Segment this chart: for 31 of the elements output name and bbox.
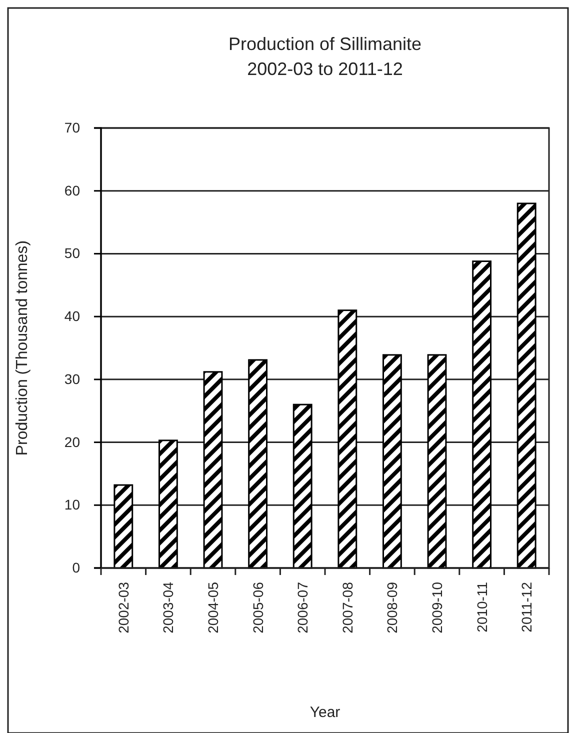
x-tick-label: 2011-12: [518, 582, 535, 632]
bar: [203, 371, 223, 569]
y-tick-label: 0: [72, 559, 80, 576]
x-tick-label: 2010-11: [474, 582, 490, 632]
bar: [114, 484, 134, 569]
bar: [292, 404, 312, 569]
bar: [248, 359, 268, 569]
y-tick-label: 70: [64, 119, 80, 136]
x-tick-label: 2009-10: [429, 582, 445, 634]
x-tick-label: 2003-04: [160, 582, 176, 634]
y-tick-label: 20: [64, 434, 80, 450]
bar: [427, 354, 447, 569]
bar: [158, 440, 178, 569]
x-tick-label: 2008-09: [384, 582, 400, 634]
y-tick-label: 30: [64, 370, 80, 387]
x-tick-label: 2002-03: [115, 582, 132, 634]
x-tick-label: 2005-06: [250, 582, 266, 634]
x-axis-title: Year: [310, 704, 340, 721]
chart-title: Production of Sillimanite 2002-03 to 2011-12: [228, 34, 422, 79]
x-tick-label: 2007-08: [339, 582, 356, 634]
y-axis-title: Production (Thousand tonnes): [14, 240, 31, 456]
bar: [472, 260, 492, 569]
y-tick-label: 10: [64, 496, 80, 513]
y-tick-label: 50: [64, 245, 80, 262]
y-tick-label: 60: [64, 182, 80, 198]
bar: [338, 310, 358, 569]
bar: [516, 202, 536, 569]
x-tick-label: 2006-07: [294, 582, 311, 634]
x-tick-label: 2004-05: [205, 582, 221, 634]
bar: [382, 354, 402, 569]
y-tick-label: 40: [64, 308, 80, 324]
